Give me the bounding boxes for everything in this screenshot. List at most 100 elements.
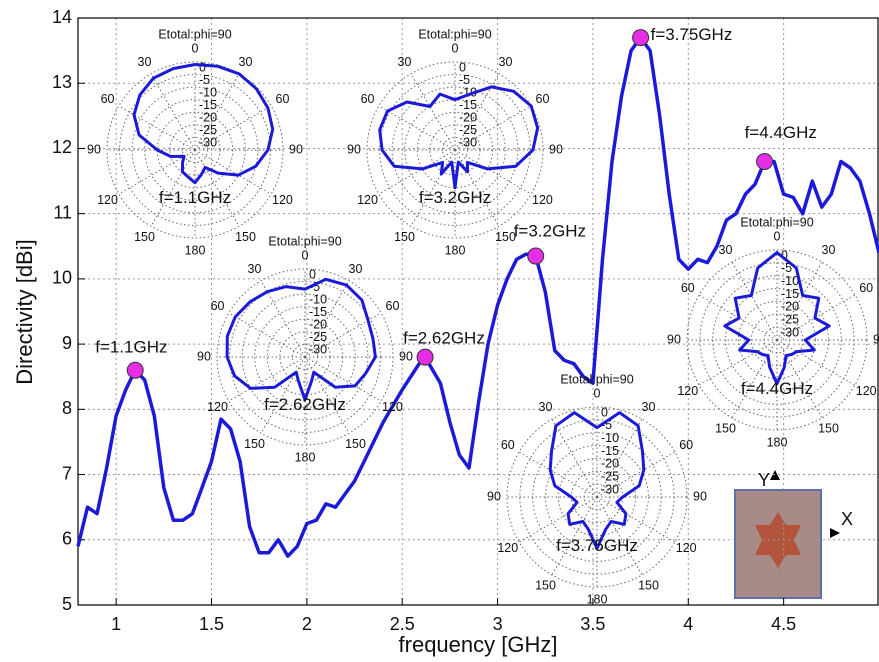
polar-title: Etotal:phi=90 [560,372,633,386]
polar-spoke [776,261,823,341]
polar-inset: 0-5-10-15-20-25-300306090120150180150120… [667,215,879,449]
polar-theta-label: 150 [535,578,556,592]
annotation: f=2.62GHz [403,329,485,348]
y-tick-label: 8 [62,398,72,418]
polar-r-label: 0 [459,60,466,74]
polar-spoke [260,280,306,358]
polar-theta-label: 90 [87,142,101,156]
polar-theta-label: 0 [774,229,781,243]
polar-theta-label: 90 [873,332,879,346]
polar-spoke [596,496,676,543]
polar-theta-label: 90 [549,142,563,156]
polar-theta-label: 60 [501,438,515,452]
polar-theta-label: 120 [357,193,378,207]
polar-ring [241,293,369,421]
polar-label: f=3.2GHz [419,188,491,207]
data-line [76,35,879,558]
polar-r-label: -30 [199,136,217,150]
polar-theta-label: 90 [693,489,707,503]
y-tick-label: 12 [52,137,72,157]
polar-spoke [260,356,306,434]
polar-theta-label: 0 [452,41,459,55]
polar-spoke [304,280,350,358]
polar-theta-label: 30 [822,243,836,257]
peak-marker [632,29,650,47]
polar-spoke [596,451,676,498]
polar-spoke [150,149,196,227]
polar-r-label: -25 [199,123,217,137]
polar-spoke [731,339,778,419]
polar-spoke [518,496,598,543]
polar-theta-label: 120 [382,400,403,414]
polar-ring [506,406,688,588]
polar-theta-label: 30 [642,400,656,414]
polar-spoke [596,418,643,498]
x-axis-label: frequency [GHz] [399,632,558,657]
polar-theta-label: 180 [587,592,608,606]
polar-spoke [551,418,598,498]
polar-r-label: -25 [309,330,327,344]
polar-title: Etotal:phi=90 [158,27,231,41]
polar-ring [106,61,284,239]
polar-r-label: -20 [601,457,619,471]
polar-theta-label: 30 [349,262,363,276]
y-tick-label: 6 [62,529,72,549]
x-tick-label: 3 [493,614,503,634]
polar-inset: 0-5-10-15-20-25-300306090120150180150120… [347,27,563,257]
x-tick-label: 4.5 [771,614,796,634]
polar-ring [131,86,259,214]
polar-r-label: -30 [459,136,477,150]
x-tick-label: 3.5 [580,614,605,634]
polar-theta-label: 60 [536,92,550,106]
polar-theta-label: 30 [248,262,262,276]
polar-r-label: -10 [781,274,799,288]
polar-ring [557,457,637,537]
polar-title: Etotal:phi=90 [418,27,491,41]
polar-pattern [723,251,831,386]
polar-r-label: -20 [781,300,799,314]
y-tick-label: 14 [52,7,72,27]
polar-theta-label: 0 [192,41,199,55]
polar-ring [119,74,271,226]
polar-inset: 0-5-10-15-20-25-300306090120150180150120… [87,27,303,257]
polar-theta-label: 180 [295,450,316,464]
photo [734,470,840,599]
polar-theta-label: 30 [499,55,513,69]
annotation: f=3.75GHz [651,25,733,44]
polar-spoke [596,496,643,576]
polar-r-label: -5 [601,418,612,432]
polar-r-label: -10 [199,85,217,99]
polar-theta-label: 30 [539,400,553,414]
peak-marker [126,361,144,379]
x-tick-label: 1.5 [199,614,224,634]
polar-r-label: -30 [781,325,799,339]
polar-spoke [776,339,823,419]
polar-theta-label: 30 [719,243,733,257]
polar-pattern [225,277,377,402]
polar-r-label: 0 [781,248,788,262]
polar-r-label: -5 [199,73,210,87]
polar-spoke [304,356,350,434]
annotation: f=1.1GHz [95,338,167,357]
polar-theta-label: 150 [818,421,839,435]
polar-theta-label: 30 [239,55,253,69]
y-tick-label: 13 [52,72,72,92]
polar-r-label: -25 [781,313,799,327]
polar-inset: 0-5-10-15-20-25-300306090120150180150120… [197,234,413,464]
polar-title: Etotal:phi=90 [268,234,341,248]
x-tick-label: 2.5 [390,614,415,634]
polar-theta-label: 60 [681,281,695,295]
polar-pattern [548,411,646,550]
polar-theta-label: 150 [235,230,256,244]
polar-theta-label: 180 [445,243,466,257]
polar-r-label: -5 [459,73,470,87]
y-axis-label: Directivity [dBi] [12,239,37,384]
polar-r-label: -15 [309,305,327,319]
polar-r-label: -15 [781,287,799,301]
polar-ring [686,249,868,431]
polar-spoke [551,496,598,576]
plot-frame [77,17,879,606]
polar-r-label: -30 [309,343,327,357]
y-tick-label: 7 [62,463,72,483]
polar-theta-label: 90 [667,332,681,346]
